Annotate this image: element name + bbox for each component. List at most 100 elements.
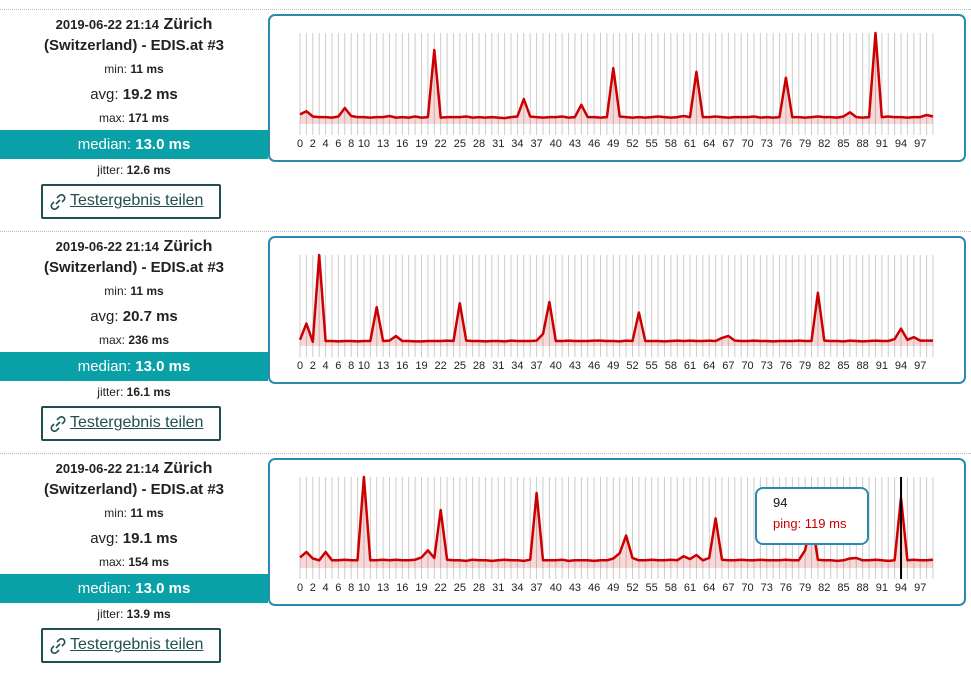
x-tick-label: 43 <box>569 360 581 372</box>
jitter: jitter: 13.9 ms <box>0 607 268 621</box>
avg-label: avg: <box>90 530 119 547</box>
x-tick-label: 6 <box>335 360 341 372</box>
x-tick-label: 4 <box>323 360 329 372</box>
share-button[interactable]: Testergebnis teilen <box>41 184 221 219</box>
x-tick-label: 40 <box>550 360 562 372</box>
x-tick-label: 58 <box>665 360 677 372</box>
x-tick-label: 34 <box>511 582 523 594</box>
x-tick-label: 58 <box>665 582 677 594</box>
min-value: 11 ms <box>130 62 164 76</box>
max-value: 236 ms <box>128 333 170 347</box>
x-tick-label: 22 <box>435 360 447 372</box>
avg-label: avg: <box>90 308 119 325</box>
median-value: 13.0 ms <box>135 580 191 597</box>
x-tick-label: 49 <box>607 582 619 594</box>
x-tick-label: 16 <box>396 582 408 594</box>
x-tick-label: 22 <box>435 582 447 594</box>
x-tick-label: 6 <box>335 582 341 594</box>
x-tick-label: 70 <box>741 582 753 594</box>
x-tick-label: 43 <box>569 582 581 594</box>
title-line: 2019-06-22 21:14 Zürich <box>0 16 268 34</box>
x-tick-label: 79 <box>799 138 811 150</box>
x-tick-label: 37 <box>530 582 542 594</box>
jitter: jitter: 12.6 ms <box>0 163 268 177</box>
x-tick-label: 82 <box>818 582 830 594</box>
max: max: 171 ms <box>0 111 268 125</box>
x-tick-label: 2 <box>310 138 316 150</box>
x-tick-label: 37 <box>530 138 542 150</box>
share-link[interactable]: Testergebnis teilen <box>70 414 204 431</box>
x-tick-label: 52 <box>626 360 638 372</box>
share-button[interactable]: Testergebnis teilen <box>41 406 221 441</box>
jitter-label: jitter: <box>97 385 124 399</box>
x-tick-label: 0 <box>297 582 303 594</box>
x-tick-label: 85 <box>837 138 849 150</box>
median-value: 13.0 ms <box>135 136 191 153</box>
x-tick-label: 8 <box>348 138 354 150</box>
x-tick-label: 13 <box>377 138 389 150</box>
ping-line <box>298 253 933 344</box>
avg-label: avg: <box>90 86 119 103</box>
title-line: 2019-06-22 21:14 Zürich <box>0 460 268 478</box>
x-tick-label: 40 <box>550 582 562 594</box>
max-value: 154 ms <box>128 555 170 569</box>
result-block: 2019-06-22 21:14 Zürich (Switzerland) - E… <box>0 231 971 454</box>
jitter-label: jitter: <box>97 163 124 177</box>
x-tick-label: 91 <box>876 138 888 150</box>
share-link[interactable]: Testergebnis teilen <box>70 192 204 209</box>
min-label: min: <box>104 506 127 520</box>
x-tick-label: 85 <box>837 582 849 594</box>
x-tick-label: 55 <box>646 360 658 372</box>
max: max: 154 ms <box>0 555 268 569</box>
x-tick-label: 64 <box>703 138 715 150</box>
x-tick-label: 28 <box>473 138 485 150</box>
x-tick-label: 91 <box>876 360 888 372</box>
share-link[interactable]: Testergebnis teilen <box>70 636 204 653</box>
x-tick-label: 73 <box>761 582 773 594</box>
city: Zürich <box>163 238 213 255</box>
x-tick-label: 61 <box>684 360 696 372</box>
x-tick-label: 10 <box>358 138 370 150</box>
tooltip-box <box>755 487 869 545</box>
x-tick-label: 67 <box>722 582 734 594</box>
share-button[interactable]: Testergebnis teilen <box>41 628 221 663</box>
min-label: min: <box>104 284 127 298</box>
x-tick-label: 82 <box>818 138 830 150</box>
x-tick-label: 4 <box>323 582 329 594</box>
tooltip-title: 94 <box>773 495 787 510</box>
chart: 0 2 4 6 8 10 13 16 19 22 25 28 31 34 37 40 43 46 49 52 55 58 6… <box>297 31 934 150</box>
x-tick-label: 52 <box>626 582 638 594</box>
min-value: 11 ms <box>130 284 164 298</box>
chart-box: 0 2 4 6 8 10 13 16 19 22 25 28 31 34 37 40 43 46 49 52 55 58 6… <box>268 14 966 162</box>
x-tick-label: 28 <box>473 360 485 372</box>
ping-line <box>299 475 934 563</box>
area <box>300 255 933 346</box>
link-icon-shape <box>50 638 66 654</box>
median-value: 13.0 ms <box>135 358 191 375</box>
x-tick-label: 55 <box>646 138 658 150</box>
x-tick-label: 94 <box>895 360 907 372</box>
x-tick-label: 88 <box>857 360 869 372</box>
x-tick-label: 25 <box>454 582 466 594</box>
avg-value: 19.2 ms <box>122 86 178 103</box>
x-tick-label: 37 <box>530 360 542 372</box>
x-tick-label: 13 <box>377 582 389 594</box>
min: min: 11 ms <box>0 284 268 298</box>
x-tick-label: 73 <box>761 138 773 150</box>
x-tick-label: 19 <box>415 582 427 594</box>
x-tick-label: 46 <box>588 360 600 372</box>
x-tick-label: 46 <box>588 582 600 594</box>
chart-box: 0 2 4 6 8 10 13 16 19 22 25 28 31 34 37 40 43 46 49 52 55 58 6… <box>268 458 966 606</box>
location: (Switzerland) - EDIS.at #3 <box>43 259 225 276</box>
x-tick-label: 2 <box>310 360 316 372</box>
x-tick-label: 31 <box>492 138 504 150</box>
city: Zürich <box>163 16 213 33</box>
x-tick-label: 94 <box>895 582 907 594</box>
link-icon-shape <box>50 194 66 210</box>
x-tick-label: 8 <box>348 360 354 372</box>
x-tick-label: 49 <box>607 360 619 372</box>
x-tick-label: 40 <box>550 138 562 150</box>
x-tick-label: 0 <box>297 138 303 150</box>
x-tick-label: 25 <box>454 138 466 150</box>
x-tick-label: 61 <box>684 582 696 594</box>
